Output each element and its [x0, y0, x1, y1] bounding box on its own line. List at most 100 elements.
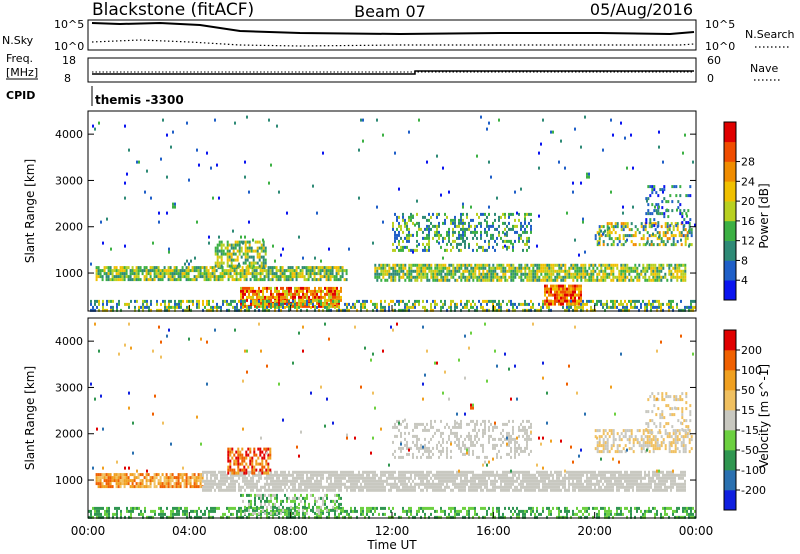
- velocity-cell: [197, 479, 200, 483]
- velocity-cell: [195, 479, 198, 483]
- power-cell: [636, 228, 639, 232]
- power-cell: [659, 212, 662, 216]
- power-cell: [560, 269, 563, 273]
- power-cell: [410, 263, 413, 267]
- power-cell: [424, 263, 427, 267]
- power-cell: [116, 302, 118, 306]
- power-cell: [558, 275, 561, 279]
- power-cell: [652, 272, 655, 276]
- velocity-cell: [444, 488, 446, 492]
- velocity-cell: [233, 453, 236, 457]
- power-cell: [246, 252, 249, 256]
- power-cell: [418, 275, 421, 279]
- power-cell: [640, 305, 642, 309]
- velocity-cell: [626, 473, 628, 477]
- power-cell: [207, 278, 210, 282]
- power-cell: [676, 272, 679, 276]
- power-cell: [458, 230, 460, 234]
- power-cell: [316, 305, 318, 309]
- power-cell: [274, 308, 276, 312]
- power-cell: [520, 266, 523, 270]
- power-cell: [312, 298, 314, 302]
- power-cell: [175, 266, 178, 270]
- power-cell: [558, 266, 561, 270]
- power-cell: [139, 266, 142, 270]
- velocity-cell: [370, 479, 372, 483]
- power-cell: [622, 222, 625, 226]
- power-cell: [679, 212, 682, 216]
- power-cell: [313, 266, 316, 270]
- power-cell: [510, 269, 513, 273]
- power-cell: [538, 214, 540, 218]
- power-cell: [408, 263, 411, 267]
- power-cell: [526, 272, 529, 276]
- velocity-cell: [173, 482, 176, 486]
- velocity-cell: [208, 485, 210, 489]
- velocity-cell: [123, 479, 126, 483]
- power-cell: [498, 266, 501, 270]
- power-cell: [343, 269, 346, 273]
- power-cell: [526, 278, 529, 282]
- power-cell: [420, 275, 423, 279]
- power-cell: [286, 211, 288, 215]
- velocity-cell: [214, 479, 216, 483]
- velocity-cell: [482, 470, 484, 474]
- power-cell: [117, 272, 120, 276]
- power-cell: [460, 233, 462, 237]
- velocity-cell: [452, 476, 454, 480]
- velocity-cell: [212, 470, 214, 474]
- power-cell: [460, 308, 462, 312]
- velocity-cell: [259, 453, 262, 457]
- power-cell: [239, 272, 242, 276]
- power-cell: [161, 269, 164, 273]
- velocity-cell: [220, 476, 222, 480]
- velocity-cell: [312, 473, 314, 477]
- power-cell: [542, 269, 545, 273]
- power-cell: [102, 241, 104, 245]
- power-cell: [404, 218, 406, 222]
- power-cell: [305, 266, 308, 270]
- velocity-cell: [216, 485, 218, 489]
- power-cell: [476, 248, 478, 252]
- power-cell: [460, 299, 462, 303]
- power-cell: [616, 225, 619, 229]
- power-cell: [277, 278, 280, 282]
- power-cell: [248, 255, 251, 259]
- power-cell: [396, 263, 399, 267]
- velocity-cell: [354, 482, 356, 486]
- velocity-cell: [450, 488, 452, 492]
- power-cell: [272, 244, 274, 248]
- velocity-cell: [103, 479, 106, 483]
- power-cell: [518, 263, 521, 267]
- velocity-cell: [233, 462, 236, 466]
- power-cell: [546, 290, 548, 294]
- power-cell: [646, 199, 648, 203]
- velocity-cell: [390, 488, 392, 492]
- power-cell: [104, 308, 106, 312]
- velocity-cell: [544, 470, 546, 474]
- power-cell: [570, 305, 572, 309]
- power-cell: [528, 239, 530, 243]
- power-cell: [186, 299, 188, 303]
- power-cell: [652, 305, 654, 309]
- velocity-cell: [650, 485, 652, 489]
- velocity-cell: [462, 479, 464, 483]
- power-cell: [276, 305, 278, 309]
- power-cell: [468, 242, 470, 246]
- power-cell: [302, 289, 304, 293]
- velocity-cell: [244, 479, 246, 483]
- power-cell: [554, 293, 556, 297]
- power-cell: [317, 269, 320, 273]
- power-cell: [662, 234, 665, 238]
- power-cell: [532, 275, 535, 279]
- power-cell: [556, 290, 558, 294]
- power-cell: [150, 299, 152, 303]
- power-cell: [426, 248, 428, 252]
- velocity-cell: [566, 470, 568, 474]
- power-cell: [254, 292, 256, 296]
- power-cell: [181, 272, 184, 276]
- power-cell: [356, 299, 358, 303]
- power-cell: [166, 305, 168, 309]
- velocity-cell: [239, 468, 242, 472]
- power-cell: [630, 133, 632, 137]
